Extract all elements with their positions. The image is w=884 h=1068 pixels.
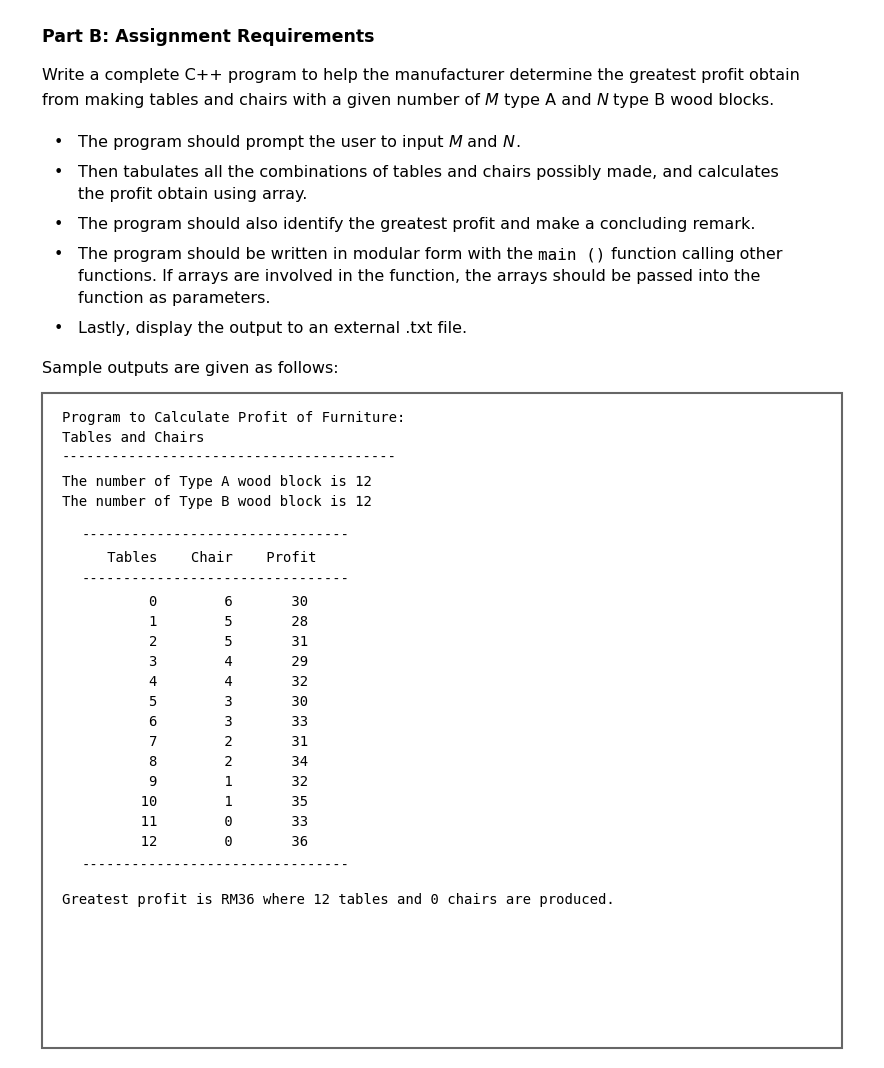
Text: Then tabulates all the combinations of tables and chairs possibly made, and calc: Then tabulates all the combinations of t… — [78, 164, 779, 180]
Text: the profit obtain using array.: the profit obtain using array. — [78, 187, 308, 202]
Text: •: • — [54, 321, 64, 336]
Text: 2        5       31: 2 5 31 — [82, 635, 309, 649]
Text: •: • — [54, 247, 64, 262]
Text: Greatest profit is RM36 where 12 tables and 0 chairs are produced.: Greatest profit is RM36 where 12 tables … — [62, 893, 614, 907]
Text: type A and: type A and — [499, 93, 597, 108]
Text: 0        6       30: 0 6 30 — [82, 595, 309, 609]
Text: N: N — [503, 135, 515, 150]
Text: Tables    Chair    Profit: Tables Chair Profit — [82, 551, 316, 565]
Text: M: M — [485, 93, 499, 108]
Text: M: M — [448, 135, 462, 150]
Text: Program to Calculate Profit of Furniture:: Program to Calculate Profit of Furniture… — [62, 411, 406, 425]
Text: --------------------------------: -------------------------------- — [82, 859, 350, 873]
Text: The program should prompt the user to input: The program should prompt the user to in… — [78, 135, 448, 150]
Text: Write a complete C++ program to help the manufacturer determine the greatest pro: Write a complete C++ program to help the… — [42, 68, 800, 83]
Text: •: • — [54, 135, 64, 150]
Text: •: • — [54, 164, 64, 180]
Text: 9        1       32: 9 1 32 — [82, 775, 309, 789]
Text: 1        5       28: 1 5 28 — [82, 615, 309, 629]
Text: 11        0       33: 11 0 33 — [82, 815, 309, 829]
Text: and: and — [462, 135, 503, 150]
Text: The program should be written in modular form with the: The program should be written in modular… — [78, 247, 538, 262]
Text: •: • — [54, 217, 64, 232]
Text: N: N — [597, 93, 608, 108]
Text: 6        3       33: 6 3 33 — [82, 714, 309, 729]
Text: 8        2       34: 8 2 34 — [82, 755, 309, 769]
Text: ----------------------------------------: ---------------------------------------- — [62, 451, 397, 465]
Text: 3        4       29: 3 4 29 — [82, 655, 309, 669]
Text: --------------------------------: -------------------------------- — [82, 529, 350, 543]
Text: The number of Type B wood block is 12: The number of Type B wood block is 12 — [62, 494, 372, 509]
Text: .: . — [515, 135, 520, 150]
Text: Sample outputs are given as follows:: Sample outputs are given as follows: — [42, 361, 339, 376]
Text: function as parameters.: function as parameters. — [78, 290, 271, 307]
Text: 12        0       36: 12 0 36 — [82, 835, 309, 849]
Text: Part B: Assignment Requirements: Part B: Assignment Requirements — [42, 28, 375, 46]
Text: 10        1       35: 10 1 35 — [82, 795, 309, 808]
Text: 5        3       30: 5 3 30 — [82, 695, 309, 709]
Text: from making tables and chairs with a given number of: from making tables and chairs with a giv… — [42, 93, 485, 108]
Text: The number of Type A wood block is 12: The number of Type A wood block is 12 — [62, 475, 372, 489]
Bar — [42, 393, 842, 1048]
Text: functions. If arrays are involved in the function, the arrays should be passed i: functions. If arrays are involved in the… — [78, 269, 760, 284]
Text: main (): main () — [538, 247, 606, 262]
Text: --------------------------------: -------------------------------- — [82, 574, 350, 587]
Text: function calling other: function calling other — [606, 247, 782, 262]
Text: Lastly, display the output to an external .txt file.: Lastly, display the output to an externa… — [78, 321, 467, 336]
Text: type B wood blocks.: type B wood blocks. — [608, 93, 774, 108]
Text: Tables and Chairs: Tables and Chairs — [62, 431, 204, 445]
Text: The program should also identify the greatest profit and make a concluding remar: The program should also identify the gre… — [78, 217, 756, 232]
Text: 7        2       31: 7 2 31 — [82, 735, 309, 749]
Text: 4        4       32: 4 4 32 — [82, 675, 309, 689]
